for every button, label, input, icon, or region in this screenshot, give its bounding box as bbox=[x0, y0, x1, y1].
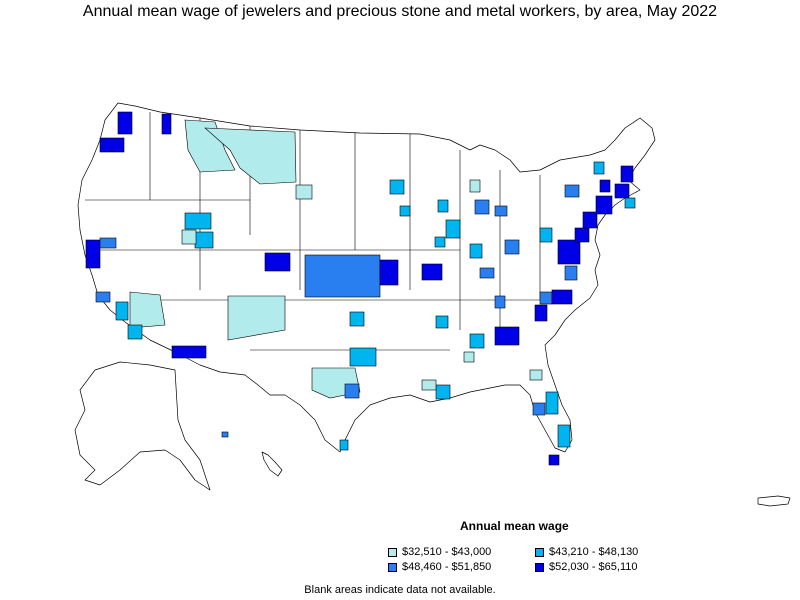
area-boston bbox=[620, 165, 634, 183]
legend-item-3: $48,460 - $51,850 bbox=[388, 561, 491, 573]
area-riverside bbox=[115, 301, 129, 321]
area-spokane bbox=[161, 113, 172, 135]
legend-swatch-1 bbox=[388, 547, 397, 557]
area-albany bbox=[599, 179, 611, 193]
alaska-outline bbox=[74, 361, 211, 491]
area-wyoming-nonmetro bbox=[295, 184, 313, 200]
map-title: Annual mean wage of jewelers and preciou… bbox=[82, 3, 718, 20]
area-arizona-nonmetro bbox=[129, 291, 166, 329]
area-new-england-1 bbox=[593, 161, 605, 175]
area-washington-dc bbox=[557, 239, 581, 265]
area-des-moines bbox=[399, 205, 411, 217]
area-cleveland bbox=[494, 205, 508, 217]
area-denver bbox=[264, 252, 291, 272]
area-atlanta bbox=[494, 326, 520, 346]
area-jacksonville bbox=[529, 369, 543, 381]
area-memphis bbox=[435, 315, 449, 329]
area-dallas bbox=[349, 347, 377, 367]
area-mobile bbox=[435, 384, 451, 400]
area-seattle bbox=[117, 111, 133, 135]
area-oklahoma bbox=[349, 311, 365, 327]
area-kansas-city bbox=[379, 259, 399, 286]
area-san-antonio bbox=[339, 439, 349, 451]
area-pittsburgh bbox=[539, 227, 553, 243]
area-michigan-north bbox=[469, 179, 481, 193]
legend-label-2: $43,210 - $48,130 bbox=[549, 546, 639, 558]
area-new-york bbox=[595, 195, 613, 215]
legend-item-4: $52,030 - $65,110 bbox=[535, 561, 637, 573]
puerto-rico-outline bbox=[757, 495, 791, 507]
area-greenville bbox=[534, 304, 548, 322]
area-eastern-montana bbox=[204, 127, 297, 185]
area-upstate-ny bbox=[564, 184, 580, 198]
area-louisville bbox=[479, 267, 495, 279]
area-new-mexico-nonmetro bbox=[227, 295, 286, 341]
area-providence bbox=[614, 183, 630, 199]
area-western-montana bbox=[184, 119, 236, 173]
legend-swatch-2 bbox=[535, 547, 544, 557]
area-raleigh bbox=[551, 289, 573, 305]
area-miami bbox=[557, 424, 571, 448]
legend-item-1: $32,510 - $43,000 bbox=[388, 546, 491, 558]
area-provo bbox=[194, 231, 214, 249]
area-philadelphia bbox=[582, 211, 598, 229]
area-portland bbox=[99, 137, 125, 153]
area-los-angeles bbox=[95, 291, 111, 303]
area-minneapolis bbox=[389, 179, 405, 195]
area-richmond bbox=[564, 265, 578, 281]
area-san-francisco bbox=[85, 239, 101, 269]
legend-label-4: $52,030 - $65,110 bbox=[549, 561, 638, 573]
legend-label-1: $32,510 - $43,000 bbox=[402, 546, 492, 558]
legend-title: Annual mean wage bbox=[460, 519, 569, 533]
area-illinois-nonmetro bbox=[434, 236, 446, 248]
area-knoxville bbox=[494, 295, 506, 309]
area-tucson bbox=[171, 345, 207, 359]
area-salt-lake-city bbox=[184, 212, 212, 230]
legend-item-2: $43,210 - $48,130 bbox=[535, 546, 638, 558]
area-columbus-oh bbox=[504, 239, 520, 255]
area-tampa bbox=[532, 402, 546, 416]
area-houston bbox=[344, 383, 360, 399]
legend-label-3: $48,460 - $51,850 bbox=[402, 561, 492, 573]
area-birmingham bbox=[463, 351, 475, 363]
area-nashville bbox=[469, 333, 485, 349]
area-kansas-nonmetro bbox=[304, 254, 381, 298]
legend-swatch-4 bbox=[535, 562, 544, 572]
area-charlotte bbox=[539, 291, 553, 305]
area-new-england-2 bbox=[624, 197, 636, 209]
legend-swatch-3 bbox=[388, 562, 397, 572]
area-baltimore bbox=[574, 227, 590, 243]
area-san-diego bbox=[127, 324, 143, 340]
area-chicago bbox=[445, 219, 461, 239]
area-florida-south bbox=[548, 454, 560, 466]
area-st-louis bbox=[421, 263, 443, 281]
area-utah-nonmetro bbox=[181, 229, 197, 245]
area-indianapolis bbox=[469, 243, 483, 259]
hawaii-outline bbox=[261, 451, 283, 477]
area-milwaukee bbox=[437, 199, 449, 213]
area-michigan bbox=[474, 199, 490, 215]
area-gulf-nonmetro bbox=[421, 379, 437, 391]
area-orlando bbox=[545, 391, 559, 415]
area-sacramento bbox=[99, 237, 117, 249]
data-availability-note: Blank areas indicate data not available. bbox=[304, 584, 496, 596]
area-hawaii-honolulu bbox=[221, 431, 229, 438]
